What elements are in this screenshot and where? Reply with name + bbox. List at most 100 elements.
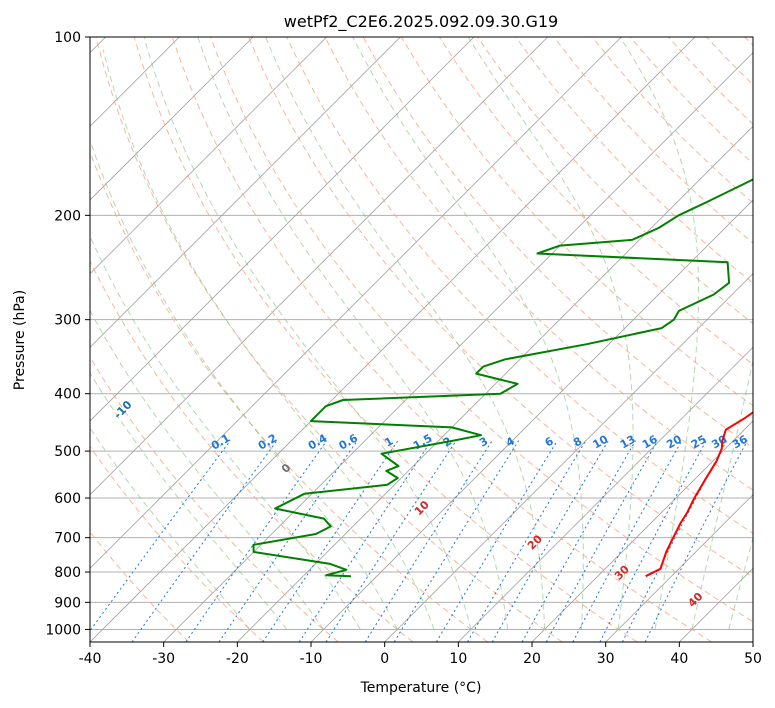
mixing-ratio-line bbox=[364, 440, 493, 642]
y-tick-label: 200 bbox=[54, 208, 81, 224]
x-tick-label: 30 bbox=[597, 651, 615, 667]
y-tick-label: 1000 bbox=[45, 622, 81, 638]
chart-title: wetPf2_C2E6.2025.092.09.30.G19 bbox=[284, 12, 558, 32]
isotherm-line bbox=[458, 346, 753, 642]
mixing-ratio-label: 25 bbox=[689, 433, 709, 452]
x-tick-label: -20 bbox=[226, 651, 249, 667]
dewpoint-profile-line bbox=[252, 178, 753, 578]
mixing-ratio-label: 30 bbox=[709, 432, 729, 451]
mixing-ratio-label: 1 bbox=[382, 435, 395, 450]
isotherm-line bbox=[679, 567, 753, 642]
moist-adiabat-label: 40 bbox=[685, 590, 705, 610]
mixing-ratio-label: 10 bbox=[591, 432, 611, 451]
y-axis-title: Pressure (hPa) bbox=[12, 290, 28, 390]
y-tick-label: 100 bbox=[54, 30, 81, 46]
mixing-ratio-label: 13 bbox=[618, 433, 638, 452]
x-tick-label: 40 bbox=[670, 651, 688, 667]
isotherm-line bbox=[605, 494, 753, 642]
mixing-ratio-label: 0.1 bbox=[209, 432, 232, 453]
background-lines bbox=[90, 37, 753, 642]
moist-adiabat-line bbox=[90, 235, 361, 630]
dry-adiabat-line bbox=[706, 37, 753, 86]
dry-adiabat-line bbox=[286, 37, 753, 534]
mixing-ratio-line bbox=[572, 440, 683, 642]
y-tick-label: 300 bbox=[54, 313, 81, 329]
mixing-ratio-line bbox=[325, 440, 457, 642]
plot-frame bbox=[89, 36, 754, 643]
x-axis-title: Temperature (°C) bbox=[360, 680, 482, 696]
dry-adiabat-line bbox=[95, 37, 563, 642]
x-tick-label: -30 bbox=[152, 651, 175, 667]
mixing-ratio-line bbox=[435, 440, 558, 642]
mixing-ratio-label: 6 bbox=[543, 434, 556, 449]
moist-adiabat-line bbox=[619, 37, 699, 630]
moist-adiabat-line bbox=[90, 427, 251, 630]
mixing-ratio-label: 0.4 bbox=[306, 431, 330, 452]
moist-adiabat-line bbox=[90, 309, 324, 630]
dry-adiabat-line bbox=[90, 531, 190, 642]
axis-ticks: -40 -30 -20 -10 0 10 20 30 40 5010020030040050060… bbox=[45, 30, 762, 667]
y-tick-label: 400 bbox=[54, 387, 81, 403]
mixing-ratio-line bbox=[90, 440, 231, 632]
mixing-ratio-line bbox=[545, 440, 659, 642]
moist-adiabat-line bbox=[467, 37, 634, 630]
y-tick-label: 900 bbox=[54, 595, 81, 611]
dry-adiabat-line bbox=[90, 356, 339, 642]
dry-adiabat-line bbox=[591, 37, 753, 204]
mixing-ratio-label: 20 bbox=[664, 432, 684, 451]
y-tick-label: 600 bbox=[54, 491, 81, 507]
dry-adiabat-line bbox=[90, 259, 414, 642]
moist-adiabat-line bbox=[728, 536, 753, 630]
mixing-ratio-label: 1.5 bbox=[411, 432, 434, 453]
dry-adiabat-line bbox=[515, 37, 753, 284]
mixing-ratio-line bbox=[393, 440, 520, 642]
isotherm-line bbox=[90, 37, 327, 275]
isotherm-line bbox=[90, 37, 622, 569]
isotherm-line bbox=[384, 273, 753, 642]
mixing-ratio-line bbox=[491, 440, 609, 642]
isotherm-line bbox=[90, 37, 401, 348]
moist-adiabat-label: 10 bbox=[412, 498, 432, 518]
y-tick-label: 800 bbox=[54, 565, 81, 581]
isotherm-line bbox=[163, 52, 753, 642]
moist-adiabat-line bbox=[691, 358, 753, 630]
dry-adiabat-line bbox=[133, 37, 638, 642]
series-layer bbox=[252, 178, 753, 578]
moist-adiabat-line bbox=[90, 371, 288, 630]
isotherm-line bbox=[237, 125, 753, 642]
x-tick-label: -10 bbox=[300, 651, 323, 667]
dry-adiabat-line bbox=[553, 37, 753, 244]
moist-adiabat-label: 30 bbox=[612, 563, 632, 583]
dry-adiabat-line bbox=[248, 37, 753, 578]
isotherm-line bbox=[752, 641, 753, 642]
moist-adiabat-line bbox=[352, 37, 584, 630]
moist-adiabat-line bbox=[197, 37, 509, 630]
moist-adiabat-line bbox=[143, 37, 472, 630]
x-tick-label: 0 bbox=[380, 651, 389, 667]
y-tick-label: 500 bbox=[54, 444, 81, 460]
dry-adiabat-line bbox=[171, 37, 712, 642]
mixing-ratio-label: 0.2 bbox=[256, 432, 279, 453]
moist-adiabat-line bbox=[102, 49, 435, 630]
temperature-profile-line bbox=[645, 411, 753, 578]
dry-adiabat-line bbox=[90, 150, 488, 642]
isotherm-line bbox=[531, 420, 753, 642]
moist-adiabat-line bbox=[265, 37, 546, 630]
isotherm-line bbox=[90, 37, 548, 496]
mixing-ratio-line bbox=[131, 440, 278, 642]
isotherm-line bbox=[90, 37, 475, 422]
mixing-ratio-line bbox=[185, 440, 328, 642]
x-tick-label: 20 bbox=[523, 651, 541, 667]
mixing-ratio-label: 16 bbox=[640, 432, 660, 451]
y-tick-label: 700 bbox=[54, 531, 81, 547]
dry-adiabat-line bbox=[90, 445, 264, 642]
moist-adiabat-label: 0 bbox=[279, 461, 294, 476]
mixing-ratio-line bbox=[599, 440, 707, 642]
isotherm-line bbox=[90, 37, 696, 642]
mixing-ratio-line bbox=[298, 440, 432, 642]
moist-adiabat-line bbox=[90, 138, 398, 630]
dry-adiabat-line bbox=[668, 37, 753, 125]
x-tick-label: 50 bbox=[744, 651, 762, 667]
dry-adiabat-line bbox=[210, 37, 753, 623]
